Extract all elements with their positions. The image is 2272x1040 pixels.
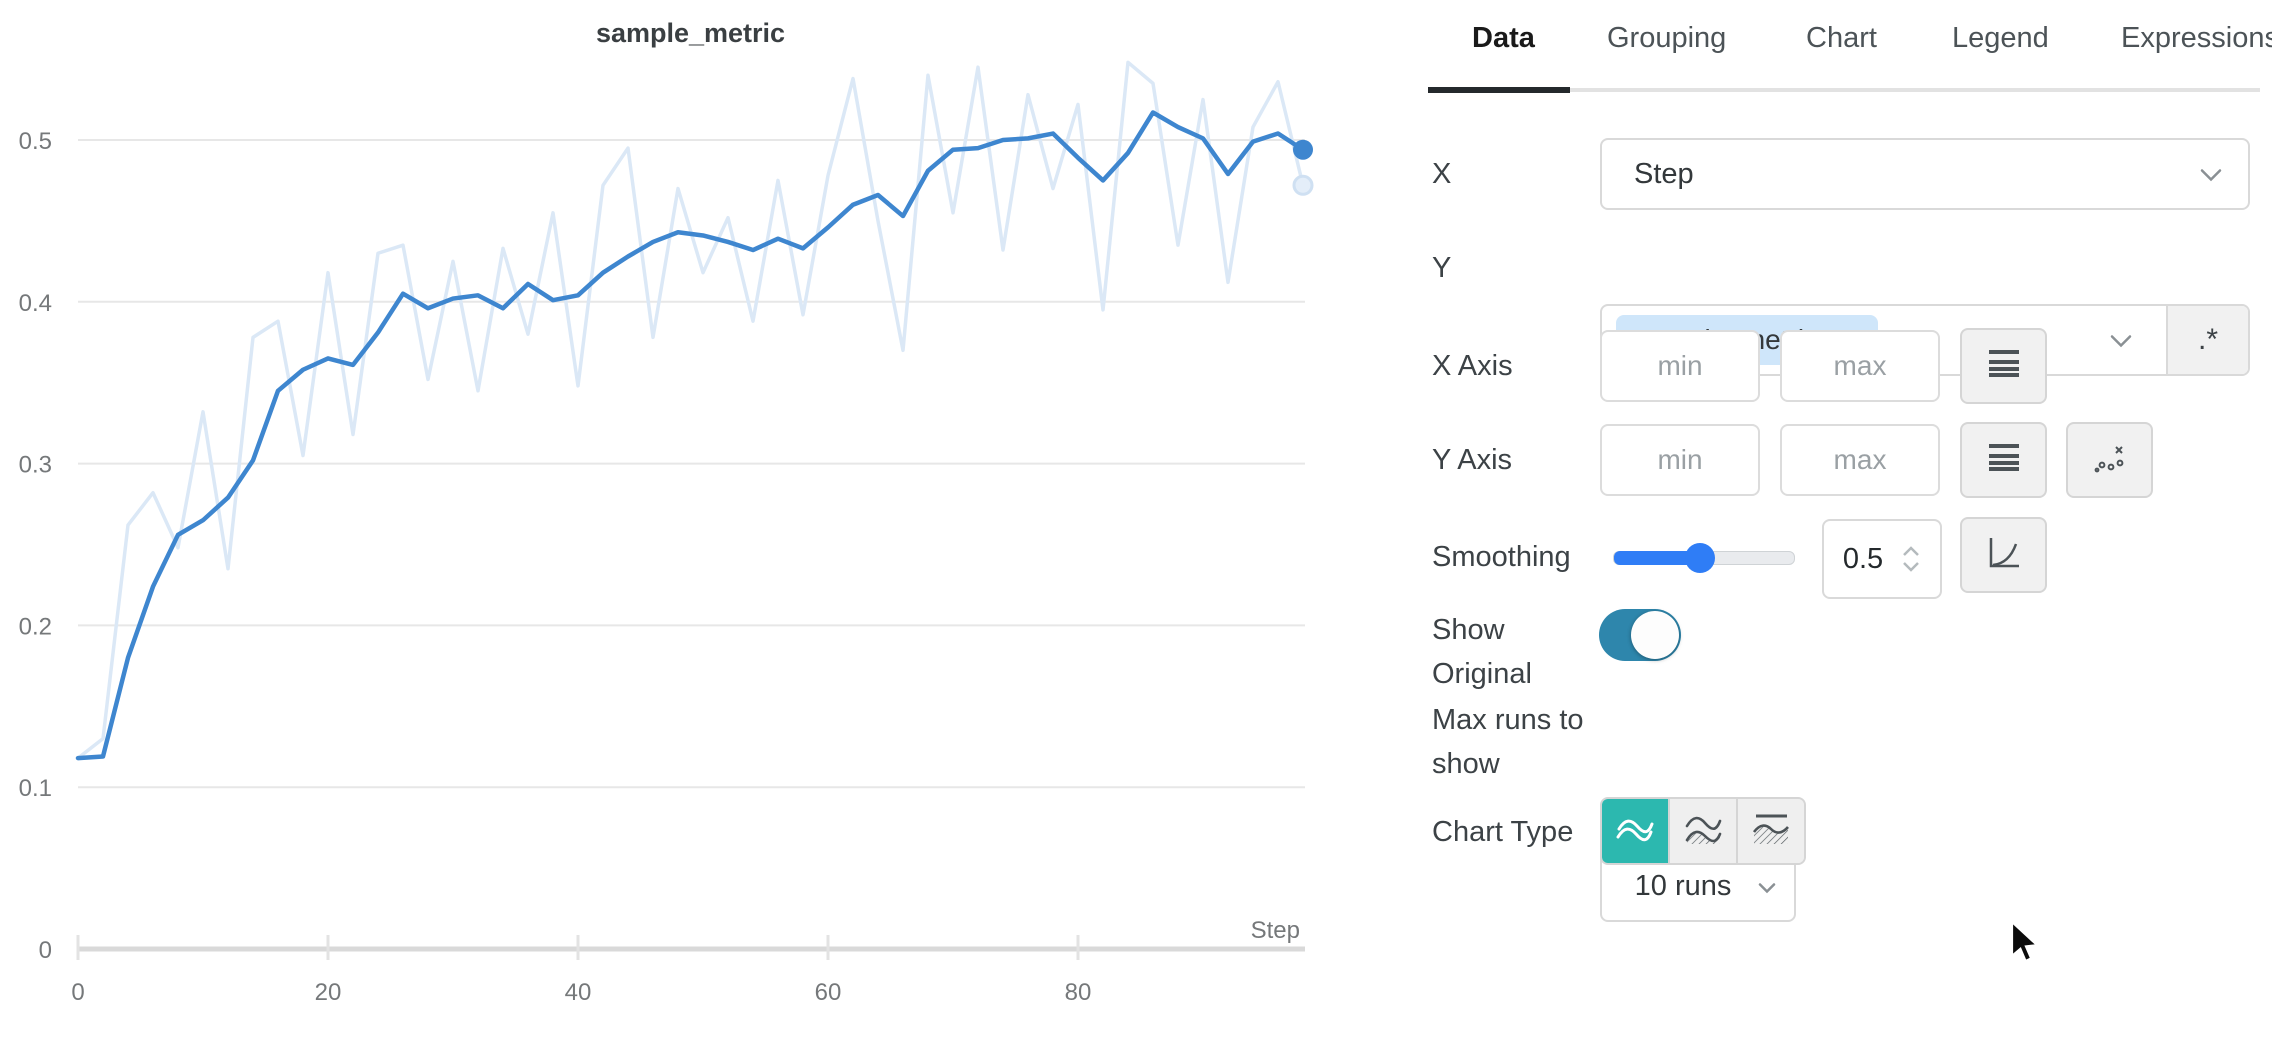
metric-chart: sample_metric 0 0.1 0.2 0.3 0.4 0.5 0 20 40 60 80 St… — [19, 18, 1314, 1006]
x-tick-label: 60 — [815, 979, 842, 1006]
x-tick-label: 20 — [315, 979, 342, 1006]
chart-type-percentile-button[interactable] — [1738, 799, 1804, 863]
smoothed-endpoint-dot — [1293, 139, 1313, 160]
tab-chart[interactable]: Chart — [1806, 22, 1877, 54]
y-tick-label: 0.4 — [19, 290, 52, 317]
metric-chart-panel: sample_metric 0 0.1 0.2 0.3 0.4 0.5 0 20 40 60 80 St… — [19, 18, 1314, 1006]
y-tick-label: 0.1 — [19, 775, 52, 802]
chart-title: sample_metric — [596, 18, 785, 48]
x-row-label: X — [1432, 158, 1452, 190]
x-axis-select-value: Step — [1634, 157, 1694, 190]
exponential-curve-icon — [1987, 536, 2021, 575]
min-max-area-icon — [1683, 810, 1723, 853]
panel-tabbar: Data Grouping Chart Legend Expressions — [1425, 0, 2272, 96]
smoothing-row-label: Smoothing — [1432, 541, 1571, 573]
tab-underline-track — [1428, 88, 2260, 92]
x-axis-select[interactable]: Step — [1600, 138, 2250, 210]
chart-type-segmented-control — [1600, 797, 1806, 865]
toggle-knob — [1631, 611, 1679, 659]
x-axis-max-input[interactable] — [1780, 330, 1940, 402]
percentile-band-icon — [1751, 810, 1791, 853]
series-line — [75, 110, 1306, 761]
x-tick-label: 0 — [71, 979, 84, 1006]
chart-edit-panel: Data Grouping Chart Legend Expressions X… — [1425, 0, 2272, 1040]
y-tick-label: 0.2 — [19, 613, 52, 640]
y-tick-label: 0.5 — [19, 128, 52, 155]
chart-type-line-button[interactable] — [1602, 799, 1670, 863]
smoothing-type-button[interactable] — [1960, 517, 2047, 593]
smoothing-value-input[interactable] — [1824, 541, 1902, 577]
smoothing-slider-thumb[interactable] — [1685, 543, 1716, 573]
x-axis-label: Step — [1251, 917, 1300, 944]
x-tick-label: 40 — [565, 979, 592, 1006]
y-axis-min-input[interactable] — [1600, 424, 1760, 496]
y-axis-row-label: Y Axis — [1432, 444, 1513, 476]
y-tick-label: 0.3 — [19, 452, 52, 479]
tab-active-indicator — [1428, 87, 1570, 93]
x-axis-min-input[interactable] — [1600, 330, 1760, 402]
y-tick-label: 0 — [39, 937, 52, 964]
outliers-icon — [2092, 441, 2128, 480]
smoothing-slider-fill — [1614, 551, 1703, 565]
smoothing-slider[interactable] — [1613, 543, 1795, 573]
show-original-row-label: Show Original — [1432, 614, 1532, 690]
x-axis-row-label: X Axis — [1432, 350, 1513, 382]
chevron-down-icon — [2110, 324, 2132, 357]
tab-data[interactable]: Data — [1472, 22, 1535, 54]
y-axis-max-input[interactable] — [1780, 424, 1940, 496]
max-runs-select-value: 10 runs — [1634, 869, 1732, 902]
original-endpoint-dot — [1292, 174, 1314, 196]
ignore-outliers-button[interactable] — [2066, 422, 2153, 498]
smoothing-value-box — [1822, 519, 1942, 599]
tab-grouping[interactable]: Grouping — [1607, 22, 1727, 54]
mouse-cursor — [2006, 919, 2046, 971]
chevron-down-icon — [2200, 158, 2222, 191]
max-runs-row-label: Max runs to show — [1432, 704, 1584, 780]
tab-expressions[interactable]: Expressions — [2121, 22, 2272, 54]
tab-legend[interactable]: Legend — [1952, 22, 2049, 54]
log-scale-icon — [1987, 348, 2021, 385]
x-axis-log-scale-button[interactable] — [1960, 328, 2047, 404]
y-row-label: Y — [1432, 252, 1452, 284]
show-original-toggle[interactable] — [1599, 609, 1681, 661]
number-spinner[interactable] — [1902, 546, 1920, 572]
x-tick-label: 80 — [1065, 979, 1092, 1006]
line-plot-icon — [1615, 811, 1655, 852]
regex-filter-button[interactable]: .* — [2166, 306, 2248, 374]
chevron-down-icon — [1758, 870, 1776, 903]
y-axis-log-scale-button[interactable] — [1960, 422, 2047, 498]
series-line — [76, 60, 1305, 760]
chart-type-area-button[interactable] — [1670, 799, 1738, 863]
log-scale-icon — [1987, 442, 2021, 479]
chart-type-row-label: Chart Type — [1432, 816, 1574, 848]
